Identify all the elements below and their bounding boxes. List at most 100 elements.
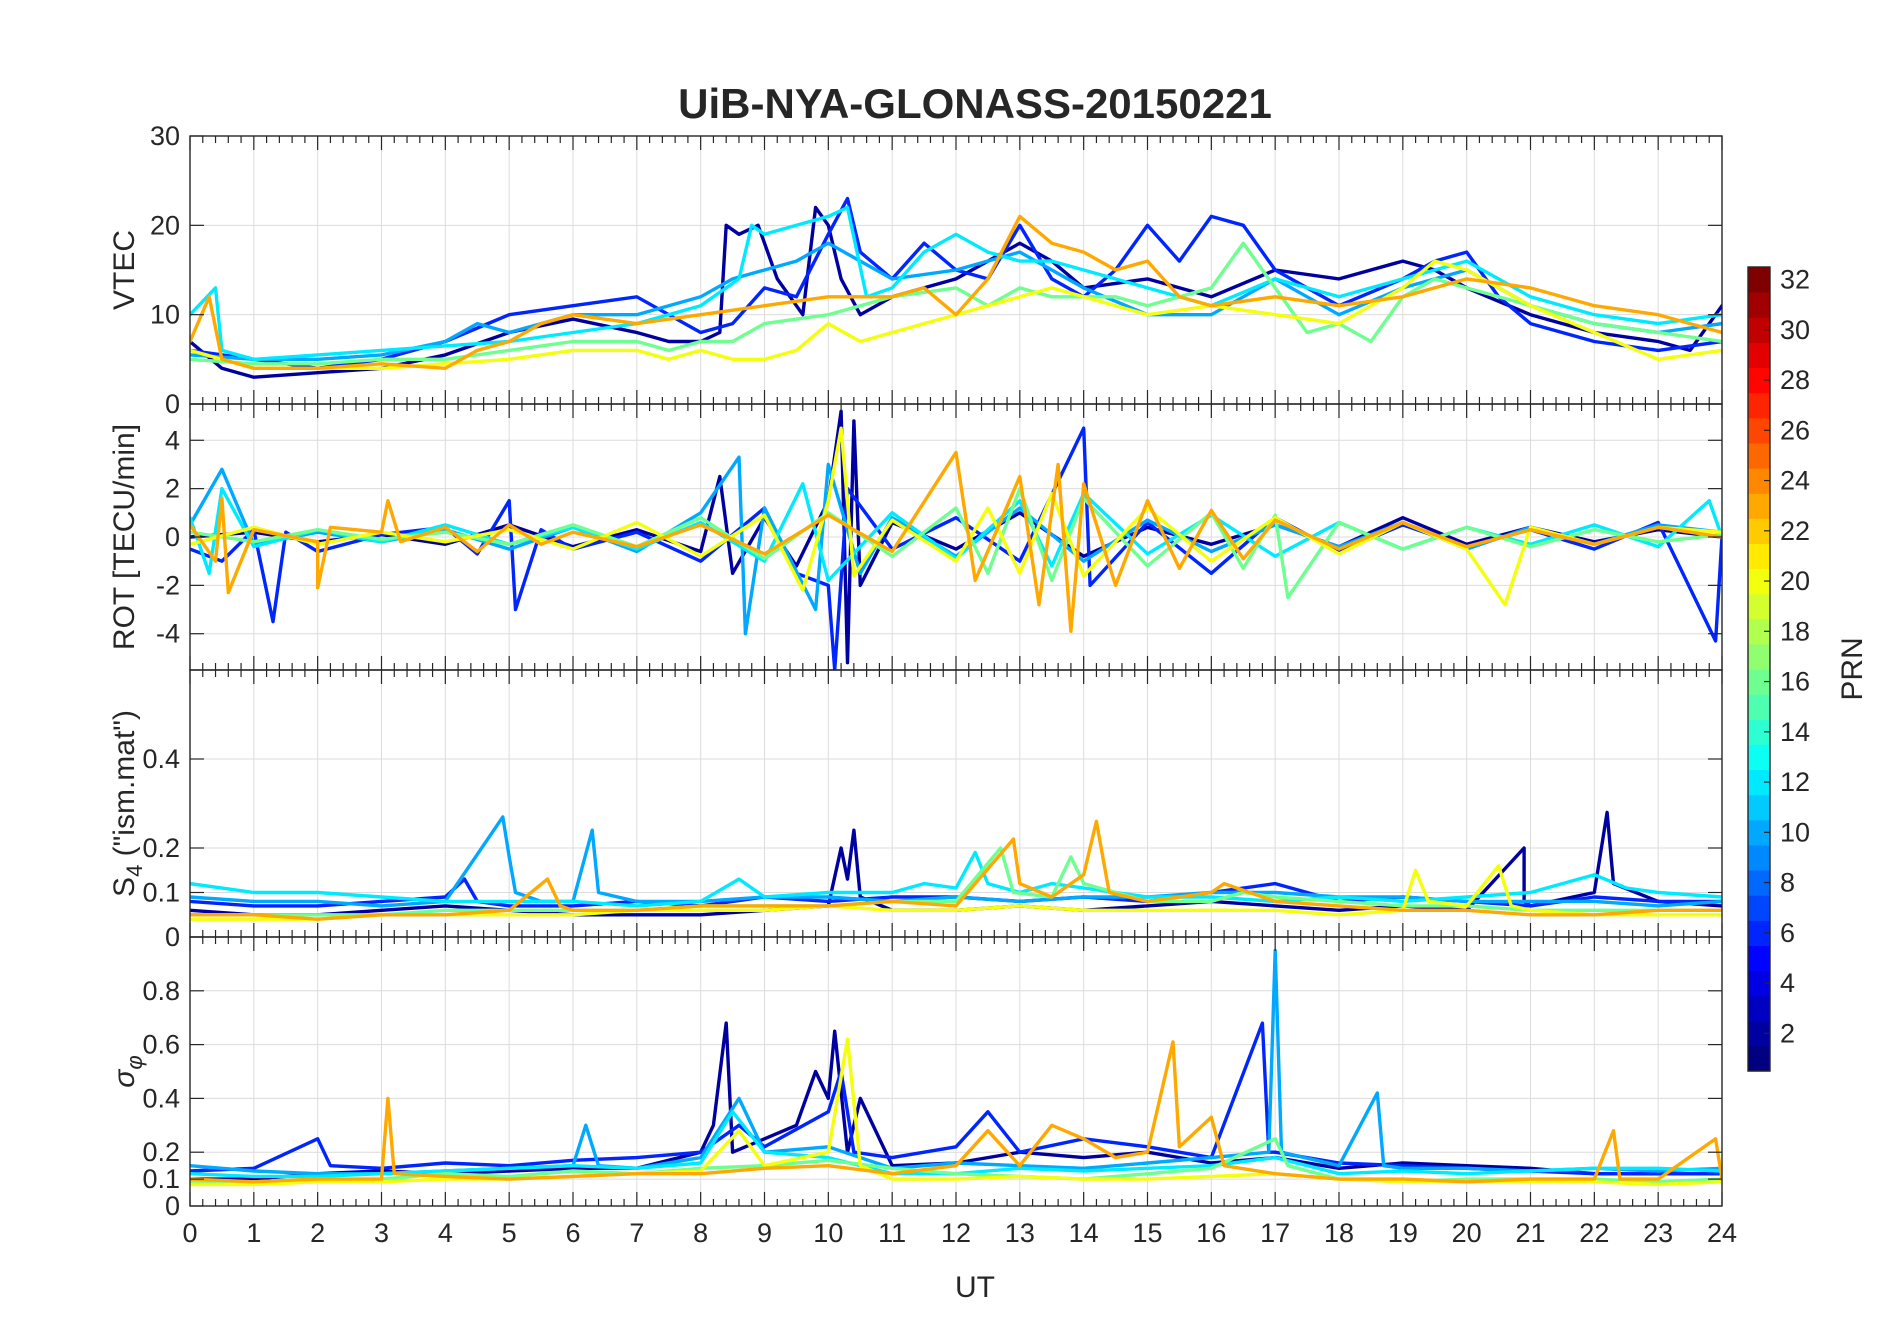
- x-tick-label: 2: [310, 1218, 325, 1248]
- y-tick-label: 10: [150, 300, 180, 330]
- colorbar-swatch: [1748, 794, 1770, 821]
- x-tick-label: 5: [502, 1218, 517, 1248]
- y-tick-label: 0.4: [142, 1083, 180, 1113]
- colorbar-tick-label: 30: [1780, 315, 1810, 345]
- colorbar-swatch: [1748, 719, 1770, 745]
- x-tick-label: 13: [1005, 1218, 1035, 1248]
- panel-rot-grid: [190, 404, 1722, 670]
- x-axis-label: UT: [955, 1271, 995, 1304]
- colorbar-swatch: [1748, 392, 1770, 419]
- colorbar-tick-label: 18: [1780, 616, 1810, 646]
- x-tick-label: 4: [438, 1218, 453, 1248]
- y-tick-label: -2: [156, 570, 180, 600]
- colorbar-swatch: [1748, 518, 1770, 544]
- colorbar-swatch: [1748, 367, 1770, 394]
- colorbar-tick-label: 24: [1780, 466, 1810, 496]
- x-tick-label: 9: [757, 1218, 772, 1248]
- y-tick-label: 20: [150, 210, 180, 240]
- colorbar-tick-label: 26: [1780, 415, 1810, 445]
- y-tick-label: 0.1: [142, 1164, 180, 1194]
- colorbar-frame: [1747, 266, 1771, 1072]
- panel-s4-series: [190, 810, 1722, 921]
- colorbar-swatch: [1748, 643, 1770, 670]
- colorbar-swatch: [1748, 593, 1770, 620]
- colorbar-tick-label: 20: [1780, 566, 1810, 596]
- colorbar-swatch: [1748, 568, 1770, 595]
- series-line-prn-12: [190, 850, 1722, 908]
- series-line-prn-20: [190, 426, 1722, 607]
- colorbar-swatch: [1748, 618, 1770, 645]
- colorbar-swatch: [1748, 468, 1770, 494]
- panel-sigma_phi-ticks: [189, 937, 1723, 1207]
- panel-vtec-series: [190, 196, 1722, 379]
- colorbar-swatch: [1748, 669, 1770, 695]
- panel-s4-ticks: [189, 670, 1723, 938]
- series-line-prn-16: [190, 1137, 1722, 1184]
- colorbar-swatch: [1748, 870, 1770, 896]
- x-tick-label: 22: [1579, 1218, 1609, 1248]
- colorbar-swatch: [1748, 945, 1770, 972]
- y-tick-label: 4: [165, 425, 180, 455]
- x-tick-label: 23: [1643, 1218, 1673, 1248]
- panel-sigma_phi-series: [190, 948, 1722, 1187]
- colorbar-swatch: [1748, 493, 1770, 519]
- y-tick-label: 0.2: [142, 833, 180, 863]
- y-axis-label-vtec: VTEC: [108, 230, 141, 310]
- y-tick-label: 0.6: [142, 1030, 180, 1060]
- series-line-prn-20: [190, 864, 1722, 921]
- colorbar-swatch: [1748, 769, 1770, 796]
- series-line-prn-16: [190, 241, 1722, 366]
- colorbar-swatch: [1748, 1020, 1770, 1047]
- y-axis-label-rot: ROT [TECU/min]: [108, 424, 141, 650]
- x-tick-label: 10: [813, 1218, 843, 1248]
- series-line-prn-6: [190, 1021, 1722, 1176]
- x-tick-label: 0: [182, 1218, 197, 1248]
- panel-rot-ticks: [189, 404, 1723, 670]
- colorbar-tick-label: 8: [1780, 868, 1795, 898]
- y-tick-label: 0: [165, 922, 180, 952]
- series-line-prn-12: [190, 205, 1722, 361]
- series-line-prn-23: [190, 214, 1722, 370]
- y-axis-label-s4: S4 ("ism.mat"): [108, 710, 147, 897]
- x-tick-label: 3: [374, 1218, 389, 1248]
- colorbar-swatch: [1748, 744, 1770, 771]
- colorbar-tick-label: 4: [1780, 968, 1795, 998]
- x-tick-label: 15: [1132, 1218, 1162, 1248]
- series-line-prn-23: [190, 819, 1722, 921]
- x-tick-label: 21: [1515, 1218, 1545, 1248]
- colorbar-swatch: [1748, 543, 1770, 570]
- x-tick-label: 1: [246, 1218, 261, 1248]
- colorbar-tick-label: 28: [1780, 365, 1810, 395]
- colorbar-swatch: [1748, 442, 1770, 469]
- y-tick-label: 0: [165, 522, 180, 552]
- colorbar-tick-label: 2: [1780, 1018, 1795, 1048]
- series-line-prn-16: [190, 486, 1722, 600]
- colorbar-swatch: [1748, 995, 1770, 1022]
- colorbar-tick-label: 32: [1780, 265, 1810, 295]
- colorbar-swatch: [1748, 920, 1770, 946]
- colorbar-tick-label: 22: [1780, 516, 1810, 546]
- colorbar-tick-label: 6: [1780, 918, 1795, 948]
- y-tick-label: 0: [165, 389, 180, 419]
- panel-vtec: 0 10 20 30 VTEC: [108, 121, 1723, 419]
- colorbar-swatch: [1748, 895, 1770, 921]
- x-tick-label: 11: [878, 1218, 906, 1248]
- colorbar-swatch: [1748, 844, 1770, 871]
- x-tick-label: 14: [1069, 1218, 1099, 1248]
- x-tick-label: 12: [941, 1218, 971, 1248]
- panel-vtec-ticks: [189, 135, 1723, 405]
- y-tick-label: 2: [165, 474, 180, 504]
- x-tick-label: 7: [629, 1218, 644, 1248]
- colorbar-swatch: [1748, 970, 1770, 997]
- colorbar-swatch: [1748, 317, 1770, 343]
- colorbar-tick-label: 14: [1780, 717, 1810, 747]
- panel-rot: -4 -2 0 2 4 ROT [TECU/min]: [108, 403, 1723, 671]
- series-line-prn-23: [190, 450, 1722, 633]
- x-tick-label: 17: [1260, 1218, 1290, 1248]
- colorbar-swatch: [1748, 1045, 1770, 1072]
- y-tick-label: -4: [156, 619, 180, 649]
- y-tick-label: 0: [165, 1191, 180, 1221]
- series-line-prn-10: [190, 815, 1722, 908]
